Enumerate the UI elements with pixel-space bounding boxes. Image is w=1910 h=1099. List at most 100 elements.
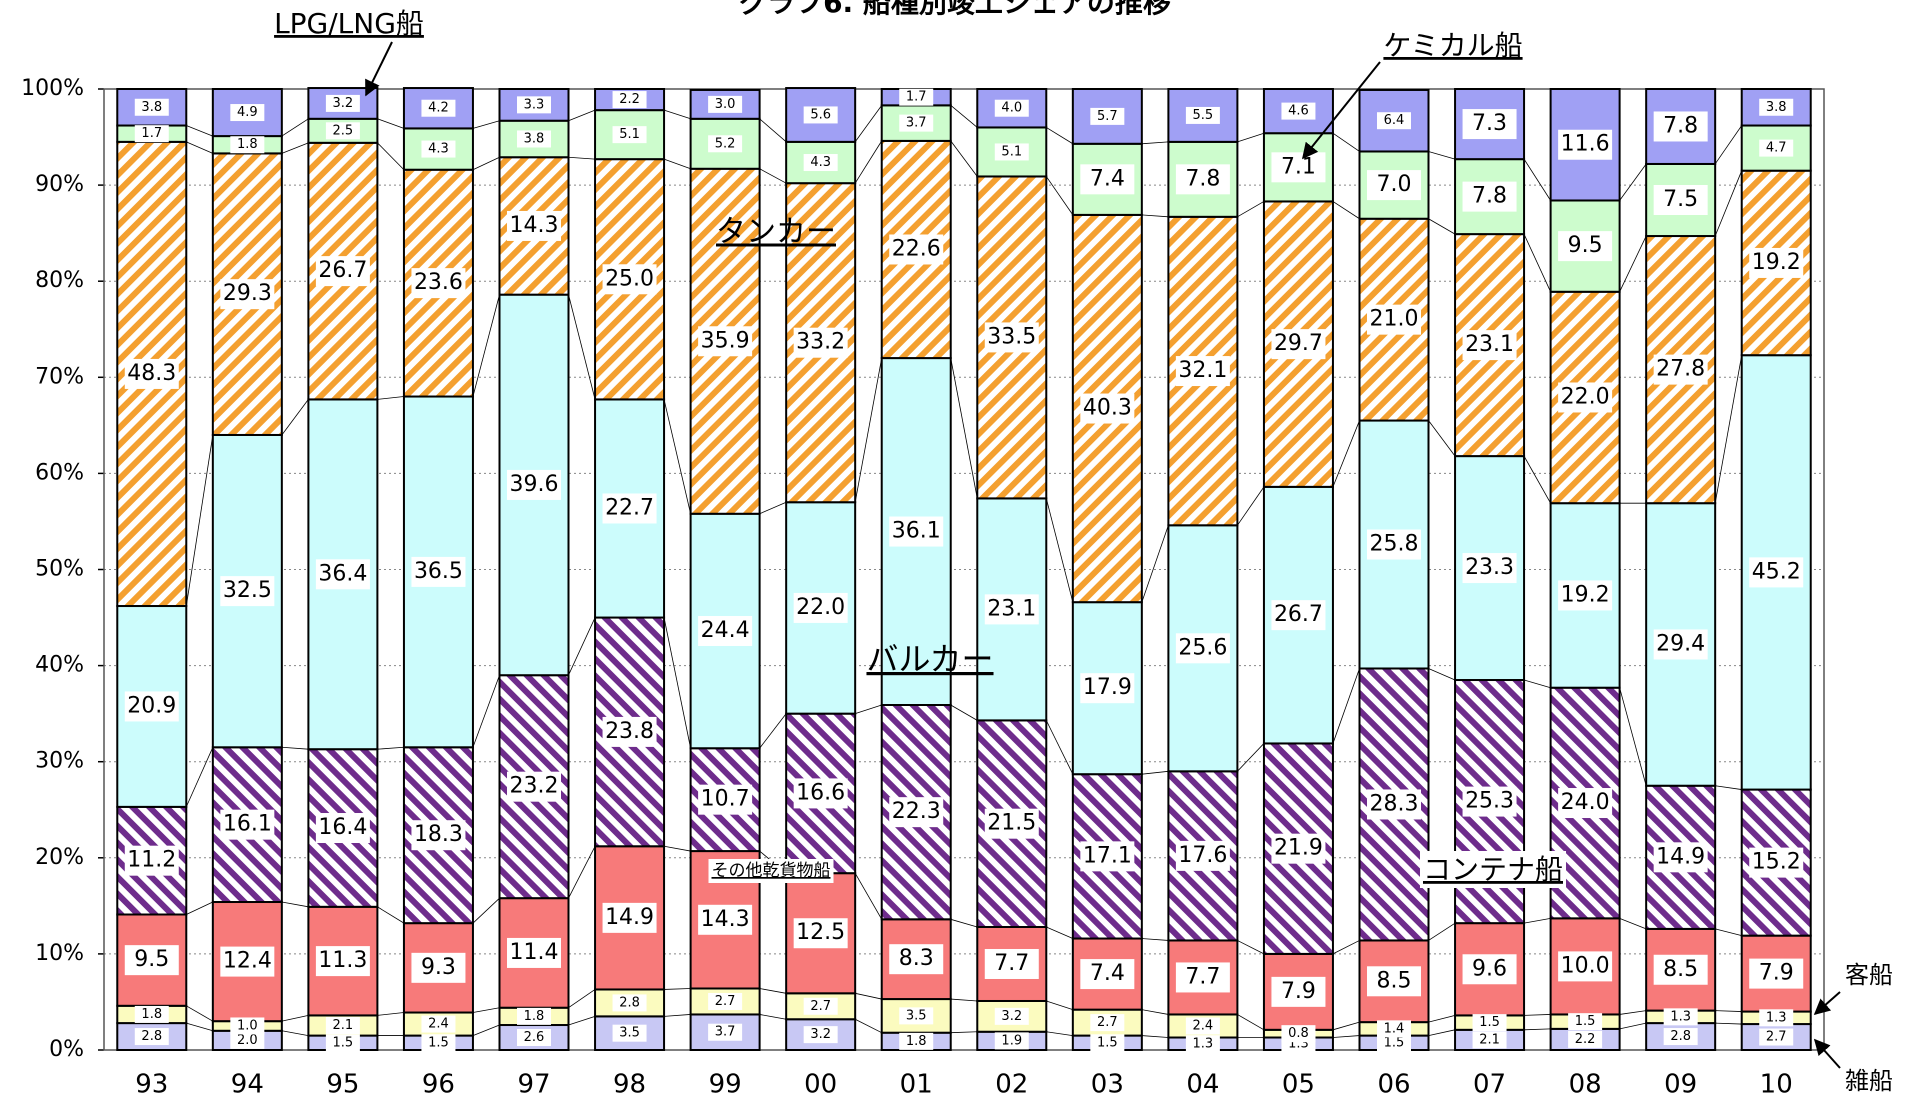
value-label-box <box>698 784 753 815</box>
value-label: 17.1 <box>1083 843 1132 868</box>
value-label: 19.2 <box>1561 582 1610 607</box>
value-label: 3.0 <box>715 97 736 112</box>
value-label-box <box>124 691 179 722</box>
value-label-box <box>1558 231 1613 262</box>
x-tick-label: 04 <box>1186 1070 1219 1099</box>
value-label-box <box>698 616 753 647</box>
value-label-box <box>315 813 370 844</box>
annotation-arrow <box>1301 61 1381 160</box>
value-label-box <box>507 771 561 802</box>
value-label: 19.2 <box>1752 250 1801 275</box>
value-label-box <box>803 154 838 172</box>
value-label: 27.8 <box>1656 357 1705 382</box>
value-label-box <box>994 1007 1029 1025</box>
value-label-box <box>984 322 1039 353</box>
value-label-box <box>134 98 169 116</box>
value-label: 11.2 <box>127 848 176 873</box>
connector-line <box>1619 235 1647 292</box>
series-label: バルカー <box>866 640 993 678</box>
series-label: 客船 <box>1845 961 1893 989</box>
value-label-box <box>1558 788 1613 819</box>
connector-line <box>1619 1022 1647 1030</box>
connector-line <box>1237 486 1265 526</box>
connector-line <box>1524 1028 1551 1031</box>
y-tick-label: 100% <box>21 76 84 101</box>
connector-line <box>377 142 405 171</box>
connector-line <box>377 1012 404 1016</box>
value-label: 2.7 <box>1097 1015 1118 1030</box>
value-label: 4.7 <box>1766 141 1787 156</box>
value-label: 22.7 <box>605 495 654 520</box>
value-label: 1.7 <box>906 90 927 105</box>
connector-line <box>1715 1010 1742 1012</box>
value-label: 4.9 <box>237 105 258 120</box>
value-label-box <box>1090 107 1125 125</box>
value-label-box <box>1367 966 1421 997</box>
connector-line <box>281 399 309 436</box>
value-label: 14.3 <box>701 907 750 932</box>
value-label-box <box>1472 1031 1507 1049</box>
annotation-arrow <box>1813 991 1841 1016</box>
y-tick-label: 30% <box>35 749 84 774</box>
value-label: 16.1 <box>223 812 272 837</box>
value-label-box <box>1175 633 1230 664</box>
chart-title: グラフ6. 船種別竣工シェアの推移 <box>739 0 1171 19</box>
value-label: 1.3 <box>1766 1010 1787 1025</box>
value-label: 4.6 <box>1288 104 1309 119</box>
connector-line <box>568 294 596 400</box>
value-label: 4.3 <box>810 155 831 170</box>
value-label-box <box>1377 1020 1411 1038</box>
value-label-box <box>899 88 934 106</box>
connector-line <box>663 109 691 120</box>
series-label-box <box>1419 851 1567 888</box>
value-label-box <box>1759 1028 1794 1046</box>
value-label-box <box>1663 1028 1698 1046</box>
connector-line <box>1619 163 1647 201</box>
value-label-box <box>421 1015 456 1033</box>
value-label-box <box>1472 1014 1507 1032</box>
value-label-box <box>803 997 838 1015</box>
connector-line <box>759 118 787 143</box>
value-label-box <box>612 994 647 1012</box>
connector-line <box>472 120 500 129</box>
value-label: 3.7 <box>906 116 927 131</box>
x-tick-label: 98 <box>613 1070 646 1099</box>
x-tick-label: 03 <box>1091 1070 1124 1099</box>
value-label-box <box>1175 356 1230 387</box>
connector-line <box>1237 132 1265 143</box>
x-tick-label: 07 <box>1473 1070 1506 1099</box>
value-label: 29.4 <box>1656 631 1705 656</box>
connector-line <box>1141 525 1169 603</box>
value-label: 7.7 <box>994 951 1029 976</box>
value-label-box <box>124 945 179 976</box>
bar-segment <box>1645 1022 1717 1051</box>
value-label: 33.5 <box>987 324 1036 349</box>
connector-line <box>1715 1022 1742 1025</box>
value-label: 5.2 <box>715 136 736 151</box>
value-label-box <box>698 326 753 357</box>
value-label-box <box>1759 139 1794 157</box>
value-label: 26.7 <box>1274 602 1323 627</box>
value-label-box <box>411 556 466 587</box>
connector-line <box>1046 127 1074 145</box>
value-label: 8.5 <box>1377 968 1412 993</box>
value-label: 9.5 <box>134 947 169 972</box>
value-label: 7.1 <box>1281 154 1316 179</box>
connector-line <box>663 617 692 749</box>
connector-line <box>759 501 787 515</box>
connector-line <box>1428 1029 1456 1036</box>
connector-line <box>1045 176 1074 216</box>
connector-line <box>1141 214 1169 218</box>
value-label: 2.2 <box>1575 1032 1596 1047</box>
value-label-box <box>793 918 848 949</box>
value-label: 20.9 <box>127 693 176 718</box>
value-label-box <box>889 944 944 975</box>
value-label: 16.4 <box>318 815 367 840</box>
plot-frame <box>103 88 1825 1051</box>
value-label: 23.6 <box>414 270 463 295</box>
value-label: 2.7 <box>715 994 736 1009</box>
series-label-box <box>708 859 834 883</box>
connector-line <box>1619 917 1647 930</box>
value-label-box <box>1271 600 1326 631</box>
value-label-box <box>1175 164 1230 195</box>
